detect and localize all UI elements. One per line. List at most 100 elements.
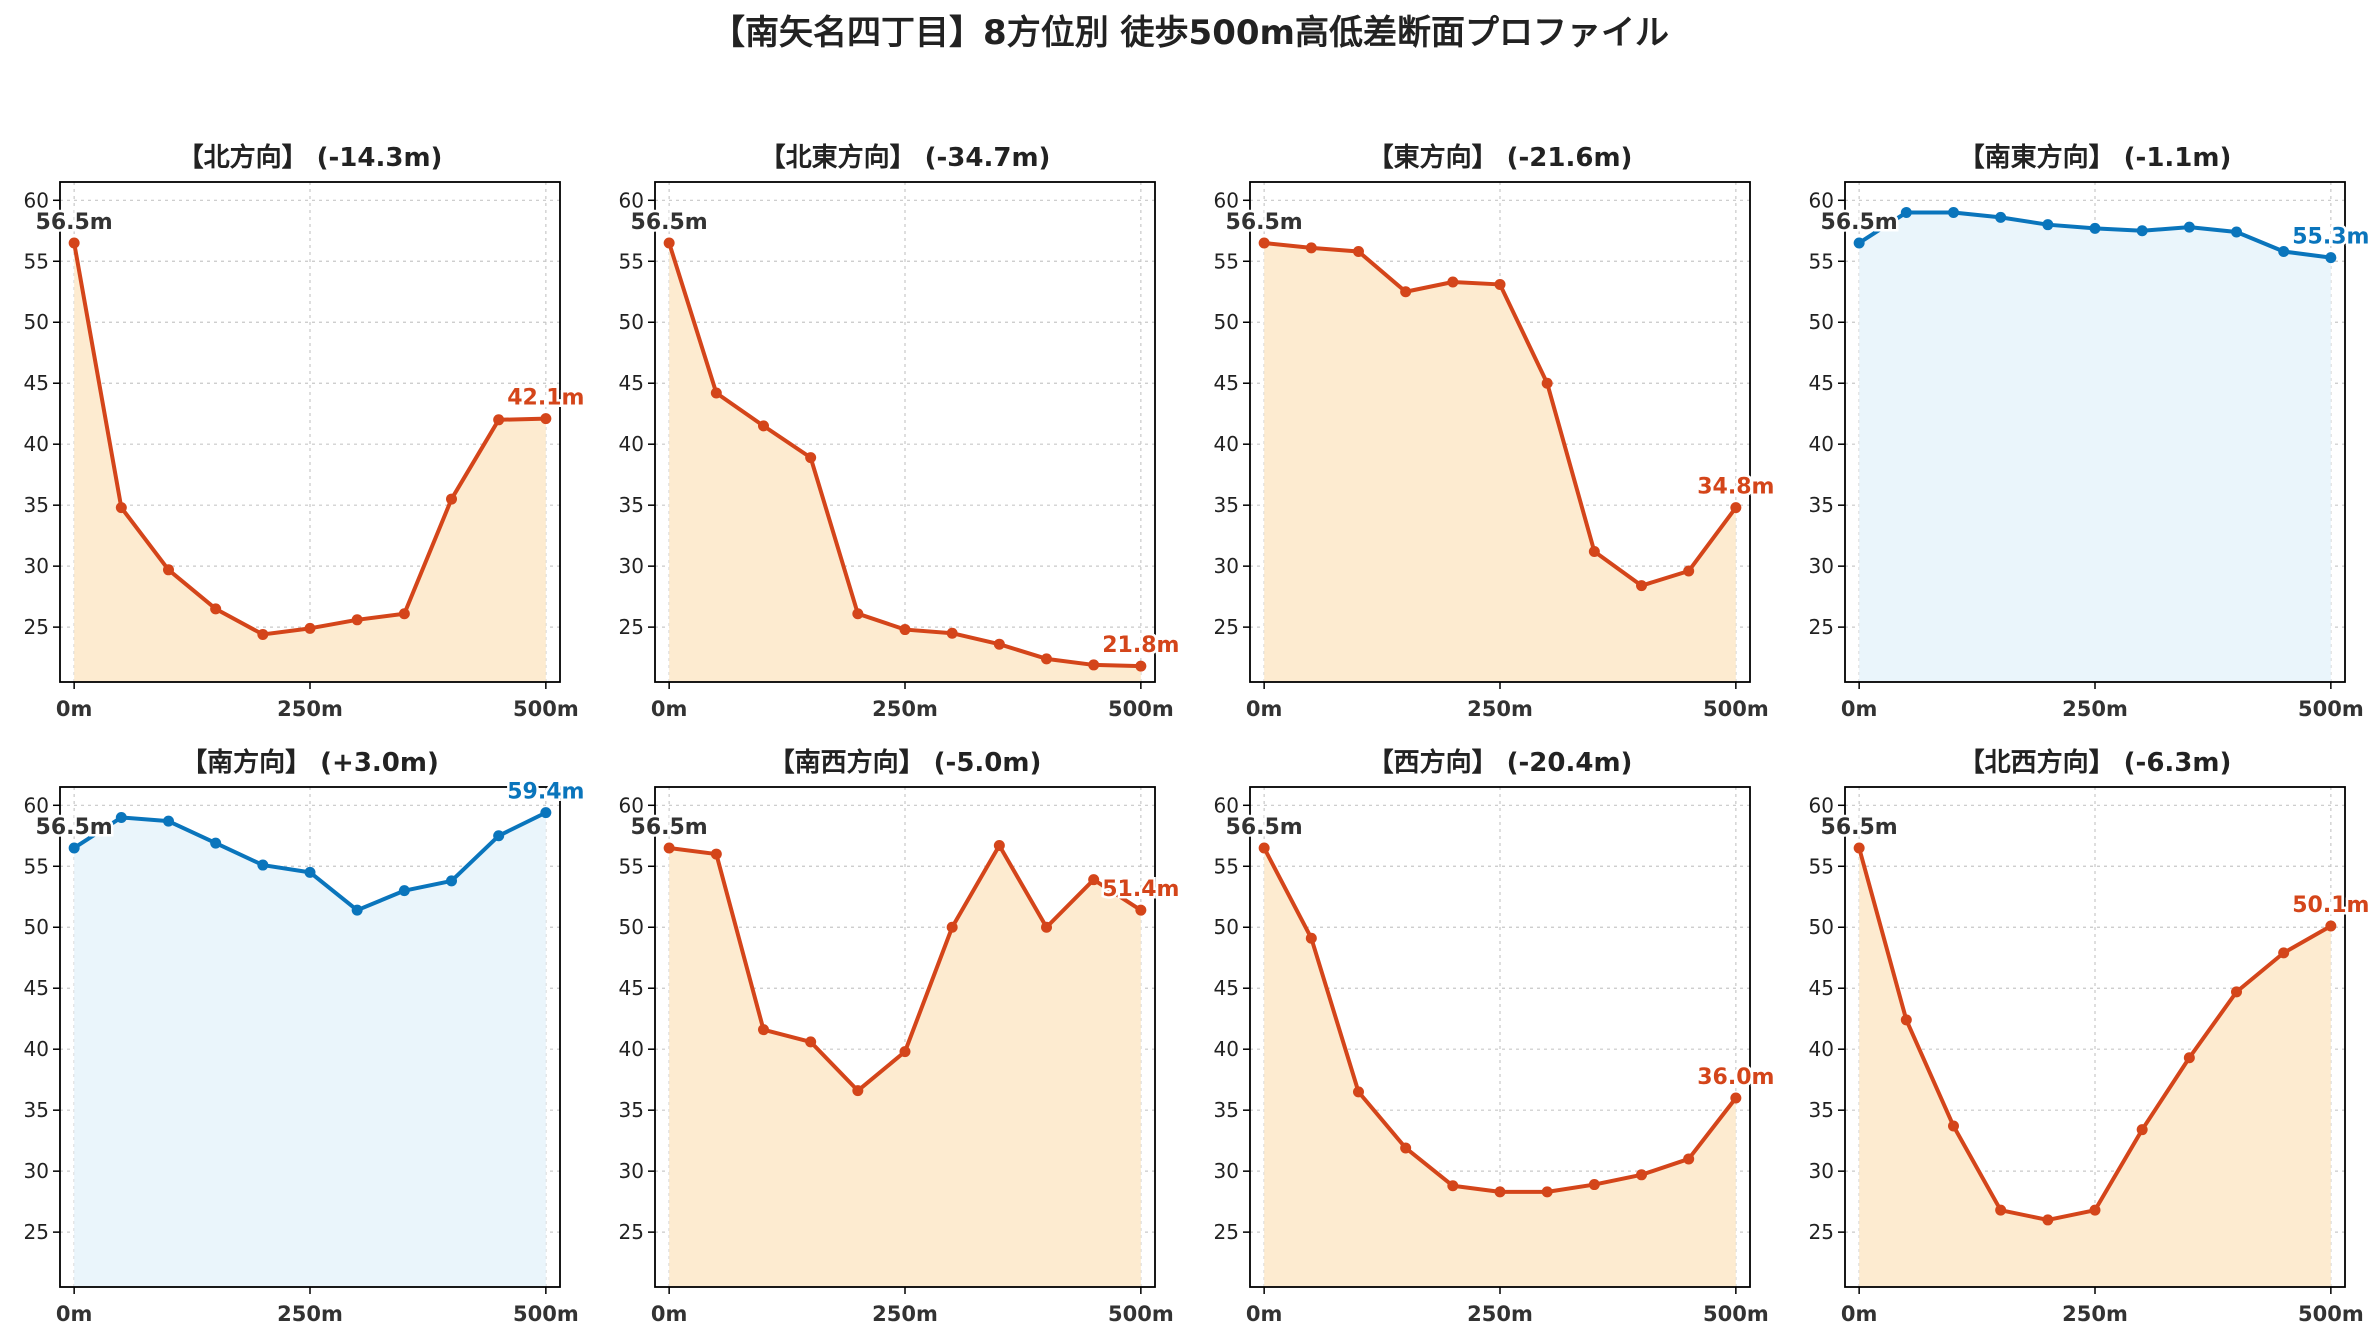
data-point	[2183, 221, 2195, 233]
y-tick-label: 45	[1809, 371, 1834, 395]
y-tick-label: 35	[24, 493, 49, 517]
y-tick-label: 55	[1809, 249, 1834, 273]
y-tick-label: 30	[1214, 554, 1239, 578]
data-point	[710, 387, 722, 399]
y-tick-label: 35	[619, 1098, 644, 1122]
data-point	[1900, 206, 1912, 218]
start-elevation-label: 56.5m	[631, 815, 708, 840]
area-fill	[669, 845, 1141, 1287]
data-point	[398, 885, 410, 897]
y-tick-label: 45	[1214, 371, 1239, 395]
data-point	[2042, 1214, 2054, 1226]
y-tick-label: 40	[24, 1037, 49, 1061]
data-point	[899, 1046, 911, 1058]
data-point	[852, 608, 864, 620]
y-tick-label: 40	[619, 432, 644, 456]
x-tick-label: 250m	[277, 1302, 343, 1326]
x-tick-label: 0m	[1841, 1302, 1878, 1326]
y-tick-label: 50	[619, 310, 644, 334]
end-elevation-label: 51.4m	[1102, 877, 1179, 902]
subplot-panel: 【南西方向】 (-5.0m) 25 30 35 40 45 50 55 60 0m 250m 500m…	[619, 747, 1182, 1326]
x-tick-label: 0m	[56, 697, 93, 721]
data-point	[1541, 1186, 1553, 1198]
subplot-title: 【西方向】 (-20.4m)	[1368, 747, 1633, 778]
data-point	[663, 842, 675, 854]
data-point	[1400, 286, 1412, 298]
y-tick-label: 60	[24, 188, 49, 212]
x-tick-label: 250m	[872, 1302, 938, 1326]
data-point	[1588, 1179, 1600, 1191]
data-point	[2042, 219, 2054, 231]
data-point	[1088, 874, 1100, 886]
y-tick-label: 30	[1809, 1159, 1834, 1183]
y-tick-label: 55	[24, 854, 49, 878]
y-tick-label: 45	[1809, 976, 1834, 1000]
data-point	[710, 848, 722, 860]
y-tick-label: 55	[619, 854, 644, 878]
data-point	[2089, 222, 2101, 234]
data-point	[257, 859, 269, 871]
y-tick-label: 25	[24, 1220, 49, 1244]
figure-title: 【南矢名四丁目】8方位別 徒歩500m高低差断面プロファイル	[711, 13, 1669, 53]
x-tick-label: 0m	[56, 1302, 93, 1326]
subplot-panel: 【北西方向】 (-6.3m) 25 30 35 40 45 50 55 60 0m 250m 500m…	[1809, 747, 2372, 1326]
y-tick-label: 35	[24, 1098, 49, 1122]
data-point	[2231, 226, 2243, 238]
y-tick-label: 25	[1214, 1220, 1239, 1244]
y-tick-label: 60	[1214, 188, 1239, 212]
y-tick-label: 55	[24, 249, 49, 273]
data-point	[1995, 1204, 2007, 1216]
area-fill	[1859, 847, 2331, 1287]
data-point	[1853, 842, 1865, 854]
x-tick-label: 250m	[1467, 697, 1533, 721]
y-tick-label: 35	[1809, 1098, 1834, 1122]
x-tick-label: 500m	[2298, 1302, 2364, 1326]
y-tick-label: 45	[619, 371, 644, 395]
y-tick-label: 50	[24, 310, 49, 334]
y-tick-label: 25	[619, 615, 644, 639]
y-tick-label: 60	[1809, 188, 1834, 212]
x-tick-label: 250m	[1467, 1302, 1533, 1326]
y-tick-label: 50	[1214, 310, 1239, 334]
x-tick-label: 500m	[2298, 697, 2364, 721]
data-point	[446, 875, 458, 887]
y-tick-label: 25	[1214, 615, 1239, 639]
data-point	[2325, 252, 2337, 264]
data-point	[1041, 921, 1053, 933]
x-tick-label: 500m	[513, 1302, 579, 1326]
data-point	[1135, 904, 1147, 916]
data-point	[2136, 1124, 2148, 1136]
y-tick-label: 60	[619, 188, 644, 212]
start-elevation-label: 56.5m	[1821, 210, 1898, 235]
data-point	[1683, 1153, 1695, 1165]
data-point	[1447, 1180, 1459, 1192]
x-tick-label: 250m	[2062, 697, 2128, 721]
data-point	[993, 638, 1005, 650]
data-point	[2278, 246, 2290, 258]
data-point	[946, 921, 958, 933]
y-tick-label: 50	[1809, 915, 1834, 939]
y-tick-label: 35	[619, 493, 644, 517]
data-point	[805, 452, 817, 464]
area-fill	[74, 242, 546, 682]
data-point	[757, 420, 769, 432]
y-tick-label: 55	[619, 249, 644, 273]
data-point	[2231, 986, 2243, 998]
area-fill	[1264, 242, 1736, 682]
data-point	[398, 608, 410, 620]
subplot-panel: 【北東方向】 (-34.7m) 25 30 35 40 45 50 55 60 0m 250m 500…	[619, 142, 1182, 721]
data-point	[493, 414, 505, 426]
y-tick-label: 30	[24, 1159, 49, 1183]
data-point	[1995, 211, 2007, 223]
x-tick-label: 500m	[1108, 697, 1174, 721]
start-elevation-label: 56.5m	[1821, 815, 1898, 840]
data-point	[1305, 242, 1317, 254]
data-point	[1447, 276, 1459, 288]
data-point	[946, 627, 958, 639]
data-point	[68, 237, 80, 249]
subplot-title: 【南方向】 (+3.0m)	[181, 747, 439, 778]
x-tick-label: 500m	[1703, 1302, 1769, 1326]
y-tick-label: 60	[1809, 793, 1834, 817]
y-tick-label: 30	[619, 554, 644, 578]
